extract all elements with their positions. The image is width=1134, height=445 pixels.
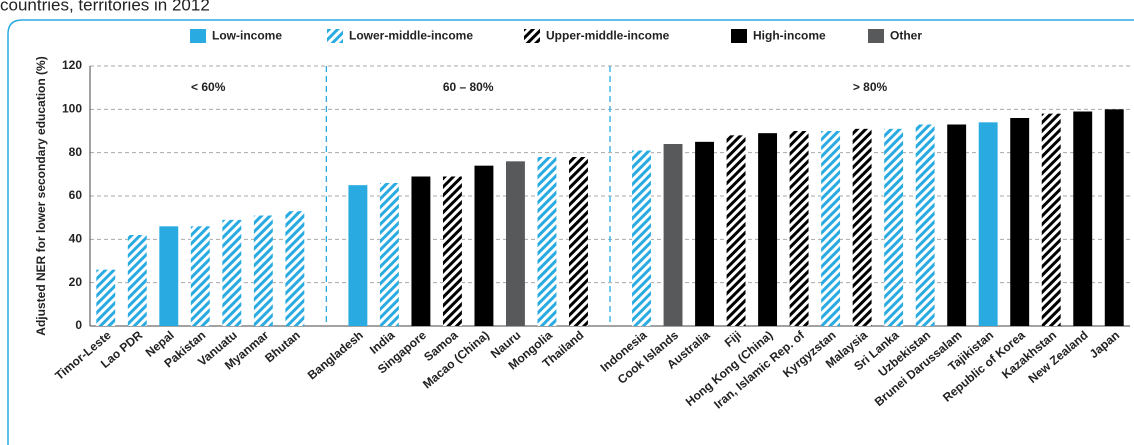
- x-tick-label: Fiji: [722, 328, 744, 350]
- bar: [506, 161, 525, 326]
- group-label: > 80%: [853, 80, 888, 94]
- bar: [915, 124, 935, 326]
- bar: [947, 124, 967, 326]
- bar: [190, 226, 210, 326]
- bar: [1073, 111, 1093, 326]
- legend-swatch: [731, 29, 747, 43]
- y-tick-label: 80: [69, 145, 83, 159]
- bar: [1041, 113, 1061, 327]
- legend-label: Upper-middle-income: [546, 29, 670, 43]
- legend-swatch: [524, 29, 540, 43]
- y-tick-label: 0: [75, 318, 82, 332]
- bar: [348, 185, 368, 326]
- bar: [127, 235, 147, 326]
- bar: [253, 215, 273, 326]
- bar: [821, 131, 841, 326]
- legend-label: Lower-middle-income: [349, 29, 473, 43]
- bar: [569, 157, 588, 326]
- legend-swatch: [327, 29, 343, 43]
- bar: [978, 122, 998, 326]
- bar: [1010, 118, 1030, 326]
- bar: [285, 211, 305, 326]
- bar: [695, 141, 714, 326]
- bar: [411, 176, 431, 326]
- legend-label: Other: [890, 29, 922, 43]
- bar: [632, 150, 651, 326]
- legend-label: High-income: [753, 29, 826, 43]
- bar: [222, 219, 242, 326]
- y-axis-label: Adjusted NER for lower secondary educati…: [34, 56, 48, 335]
- y-tick-label: 100: [62, 102, 82, 116]
- legend-swatch: [868, 29, 884, 43]
- bar: [537, 157, 557, 326]
- x-tick-label: Bangladesh: [305, 328, 366, 382]
- x-tick-label: Japan: [1087, 328, 1123, 361]
- bar: [758, 133, 778, 326]
- bar: [663, 144, 683, 326]
- bar: [379, 183, 399, 326]
- legend-label: Low-income: [212, 29, 282, 43]
- y-tick-label: 40: [69, 232, 83, 246]
- y-tick-label: 60: [69, 188, 83, 202]
- bar: [852, 128, 872, 326]
- bar: [1104, 109, 1124, 326]
- bar: [789, 131, 809, 326]
- subtitle: countries, territories in 2012: [0, 0, 210, 14]
- frame: [7, 19, 1134, 445]
- bar: [442, 176, 462, 326]
- y-tick-label: 20: [69, 275, 83, 289]
- bar: [474, 165, 494, 326]
- legend-swatch: [190, 29, 206, 43]
- bar: [726, 135, 746, 326]
- group-label: 60 – 80%: [443, 80, 494, 94]
- x-tick-label: Bhutan: [262, 328, 303, 365]
- group-label: < 60%: [191, 80, 226, 94]
- bar: [159, 226, 179, 326]
- bar: [96, 269, 116, 326]
- bar: [884, 128, 904, 326]
- y-tick-label: 120: [62, 58, 82, 72]
